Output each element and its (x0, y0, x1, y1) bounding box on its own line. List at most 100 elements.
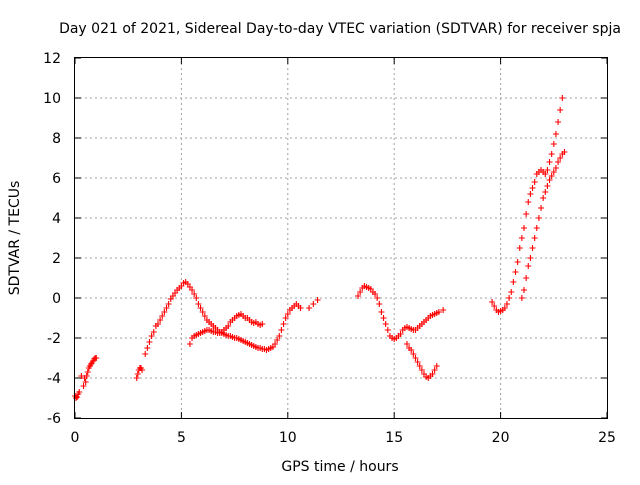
data-point (384, 327, 391, 333)
data-point (506, 295, 513, 301)
x-tick-label: 25 (598, 430, 616, 446)
y-tick-label: -4 (47, 371, 61, 387)
data-point (531, 235, 538, 241)
data-point (552, 165, 559, 171)
data-point (548, 173, 555, 179)
data-point (516, 245, 523, 251)
data-point (276, 333, 283, 339)
data-point (489, 299, 496, 305)
data-point (378, 309, 385, 315)
data-point (134, 371, 141, 377)
data-point (518, 295, 525, 301)
data-point (412, 355, 419, 361)
data-point (150, 329, 157, 335)
data-point (133, 375, 140, 381)
data-point (491, 303, 498, 309)
data-point (201, 313, 208, 319)
data-point (512, 269, 519, 275)
data-point (74, 394, 81, 400)
data-point (159, 313, 166, 319)
data-point (142, 351, 149, 357)
data-point (529, 245, 536, 251)
data-point (557, 155, 564, 161)
data-point (82, 379, 89, 385)
data-point (374, 295, 381, 301)
data-point (408, 347, 415, 353)
data-point (555, 159, 562, 165)
grid-layer (75, 58, 607, 418)
data-point (542, 171, 549, 177)
data-point (280, 321, 287, 327)
data-point (163, 305, 170, 311)
data-point (397, 331, 404, 337)
y-tick-label: -2 (47, 331, 61, 347)
data-point (93, 355, 100, 361)
y-tick-label: 4 (52, 211, 61, 227)
data-point (540, 195, 547, 201)
x-tick-label: 20 (492, 430, 510, 446)
data-point (191, 291, 198, 297)
data-point (546, 159, 553, 165)
data-point (557, 107, 564, 113)
data-point (503, 301, 510, 307)
data-point (199, 309, 206, 315)
data-point (521, 225, 528, 231)
data-point (527, 255, 534, 261)
chart-title: Day 021 of 2021, Sidereal Day-to-day VTE… (59, 21, 621, 37)
data-point (544, 183, 551, 189)
data-point (357, 289, 364, 295)
data-point (272, 341, 279, 347)
x-tick-label: 15 (385, 430, 403, 446)
data-point (161, 309, 168, 315)
data-point (508, 289, 515, 295)
data-point (154, 321, 161, 327)
data-point (510, 279, 517, 285)
data-point (410, 351, 417, 357)
data-point (435, 309, 442, 315)
plot-frame (74, 57, 608, 419)
data-point (259, 321, 266, 327)
data-point (529, 185, 536, 191)
data-point (514, 259, 521, 265)
data-marks (72, 95, 568, 401)
y-axis-label: SDTVAR / TECUs (7, 181, 23, 296)
data-point (431, 367, 438, 373)
data-point (189, 287, 196, 293)
data-point (306, 305, 313, 311)
data-point (414, 359, 421, 365)
data-point (542, 189, 549, 195)
data-point (416, 363, 423, 369)
data-point (197, 305, 204, 311)
data-point (372, 291, 379, 297)
data-point (546, 177, 553, 183)
y-tick-label: 12 (43, 51, 61, 67)
data-point (146, 339, 153, 345)
data-point (555, 119, 562, 125)
data-point (78, 373, 85, 379)
data-point (550, 141, 557, 147)
data-point (144, 345, 151, 351)
data-point (533, 225, 540, 231)
data-point (186, 341, 193, 347)
tick-layer (74, 57, 608, 419)
data-point (518, 235, 525, 241)
data-point (139, 367, 146, 373)
data-point (418, 367, 425, 373)
data-point (274, 337, 281, 343)
y-tick-label: 2 (52, 251, 61, 267)
data-point (429, 371, 436, 377)
data-point (440, 307, 447, 313)
data-point (225, 323, 232, 329)
y-tick-label: 6 (52, 171, 61, 187)
data-point (548, 151, 555, 157)
data-point (314, 297, 321, 303)
data-point (355, 293, 362, 299)
data-point (76, 389, 83, 395)
data-point (531, 179, 538, 185)
data-point (376, 301, 383, 307)
data-point (282, 315, 289, 321)
data-point (278, 327, 285, 333)
data-point (527, 191, 534, 197)
